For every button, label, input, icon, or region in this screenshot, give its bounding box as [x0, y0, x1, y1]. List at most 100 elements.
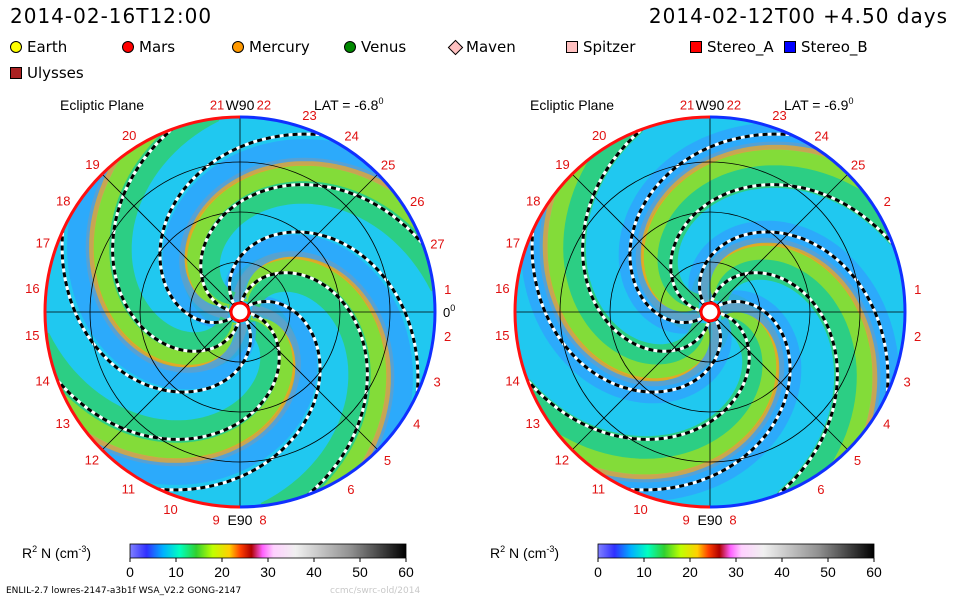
sector-label: 23 — [302, 108, 316, 123]
density-colorbar: R2 N (cm-3) 0 10 20 30 40 50 60 — [490, 543, 882, 580]
sector-label: 8 — [259, 513, 266, 528]
sector-label: 10 — [163, 502, 177, 517]
latitude-label: LAT = -6.80 — [314, 96, 383, 113]
sector-label: 19 — [555, 157, 569, 172]
w90-label: W90 — [226, 97, 255, 113]
sector-label: 20 — [122, 128, 136, 143]
sector-label: 5 — [384, 453, 391, 468]
sector-label: 6 — [817, 482, 824, 497]
legend-mercury: Mercury — [232, 38, 310, 56]
panel-title: Ecliptic Plane — [60, 97, 144, 113]
legend-label: Maven — [466, 38, 516, 56]
legend-label: Mars — [139, 38, 176, 56]
colorbar-tick: 20 — [214, 564, 230, 580]
sector-label: 21 — [210, 97, 224, 112]
legend-marker-icon — [344, 41, 356, 53]
model-time: 2014-02-16T12:00 — [10, 4, 213, 28]
sector-label: 4 — [883, 417, 890, 432]
sector-label: 15 — [25, 328, 39, 343]
legend-marker-icon — [566, 41, 578, 53]
sector-label: 11 — [122, 482, 136, 497]
panel-title: Ecliptic Plane — [530, 97, 614, 113]
sector-label: 9 — [213, 513, 220, 528]
sector-label: 4 — [413, 417, 420, 432]
sector-label: 22 — [727, 97, 741, 112]
legend-spitzer: Spitzer — [566, 38, 635, 56]
sector-label: 2 — [914, 329, 921, 344]
forecast-time: 2014-02-12T00 +4.50 days — [648, 4, 948, 28]
colorbar-label: R2 N (cm-3) — [22, 544, 91, 561]
w90-label: W90 — [696, 97, 725, 113]
model-info: ENLIL-2.7 lowres-2147-a3b1f WSA_V2.2 GON… — [6, 586, 242, 596]
colorbar-tick: 40 — [306, 564, 322, 580]
sector-label: 21 — [680, 97, 694, 112]
legend-label: Stereo_B — [801, 38, 868, 56]
legend-marker-icon — [10, 41, 22, 53]
colorbar-tick: 50 — [352, 564, 368, 580]
legend-ulysses: Ulysses — [10, 64, 84, 82]
sector-label: 15 — [495, 328, 509, 343]
density-colorbar: R2 N (cm-3) 0 10 20 30 40 50 60 — [22, 543, 414, 580]
sun-icon — [229, 301, 251, 323]
sector-label: 14 — [35, 374, 49, 389]
sector-label: 22 — [257, 97, 271, 112]
sector-label: 13 — [56, 416, 70, 431]
sector-label: 24 — [814, 128, 828, 143]
sector-label: 3 — [434, 374, 441, 389]
colorbar-tick: 30 — [260, 564, 276, 580]
sector-label: 13 — [526, 416, 540, 431]
legend-marker-icon — [784, 41, 796, 53]
sector-label: 12 — [85, 452, 99, 467]
colorbar-tick: 40 — [774, 564, 790, 580]
sector-label: 2 — [444, 329, 451, 344]
colorbar-tick: 0 — [126, 564, 134, 580]
latitude-label: LAT = -6.90 — [784, 96, 853, 113]
sector-label: 9 — [683, 513, 690, 528]
sector-label: 26 — [410, 194, 424, 209]
legend-marker-icon — [690, 41, 702, 53]
colorbar-tick: 20 — [682, 564, 698, 580]
colorbar-tick: 10 — [636, 564, 652, 580]
sector-label: 24 — [344, 128, 358, 143]
sun-icon — [699, 301, 721, 323]
legend-venus: Venus — [344, 38, 406, 56]
sector-label: 19 — [85, 157, 99, 172]
sector-label: 12 — [555, 452, 569, 467]
colorbar-tick: 10 — [168, 564, 184, 580]
legend-earth: Earth — [10, 38, 67, 56]
colorbar-label: R2 N (cm-3) — [490, 544, 559, 561]
sector-label: 1 — [914, 282, 921, 297]
sector-label: 17 — [36, 236, 50, 251]
sector-label: 11 — [592, 482, 606, 497]
sector-label: 20 — [592, 128, 606, 143]
sector-label: 27 — [430, 236, 444, 251]
colorbar-tick: 0 — [594, 564, 602, 580]
sector-label: 3 — [904, 374, 911, 389]
e90-label: E90 — [228, 512, 253, 528]
colorbar-tick: 60 — [398, 564, 414, 580]
watermark: ccmc/swrc-old/2014 — [330, 586, 421, 596]
sector-label: 8 — [729, 513, 736, 528]
sector-label: 18 — [526, 193, 540, 208]
zero-deg-label: 00 — [443, 303, 455, 320]
sector-label: 1 — [444, 282, 451, 297]
sector-label: 10 — [633, 502, 647, 517]
legend-marker-icon — [10, 67, 22, 79]
sector-label: 18 — [56, 193, 70, 208]
legend-stereo-b: Stereo_B — [784, 38, 868, 56]
legend-label: Spitzer — [583, 38, 636, 56]
colorbar-tick: 60 — [866, 564, 882, 580]
sector-label: 5 — [854, 453, 861, 468]
legend-label: Stereo_A — [707, 38, 774, 56]
legend-label: Earth — [27, 38, 68, 56]
legend-maven: Maven — [447, 38, 516, 56]
legend-marker-icon — [232, 41, 244, 53]
legend-label: Venus — [361, 38, 407, 56]
legend-label: Mercury — [249, 38, 310, 56]
sector-label: 14 — [505, 374, 519, 389]
sector-label: 23 — [772, 108, 786, 123]
legend-mars: Mars — [122, 38, 175, 56]
